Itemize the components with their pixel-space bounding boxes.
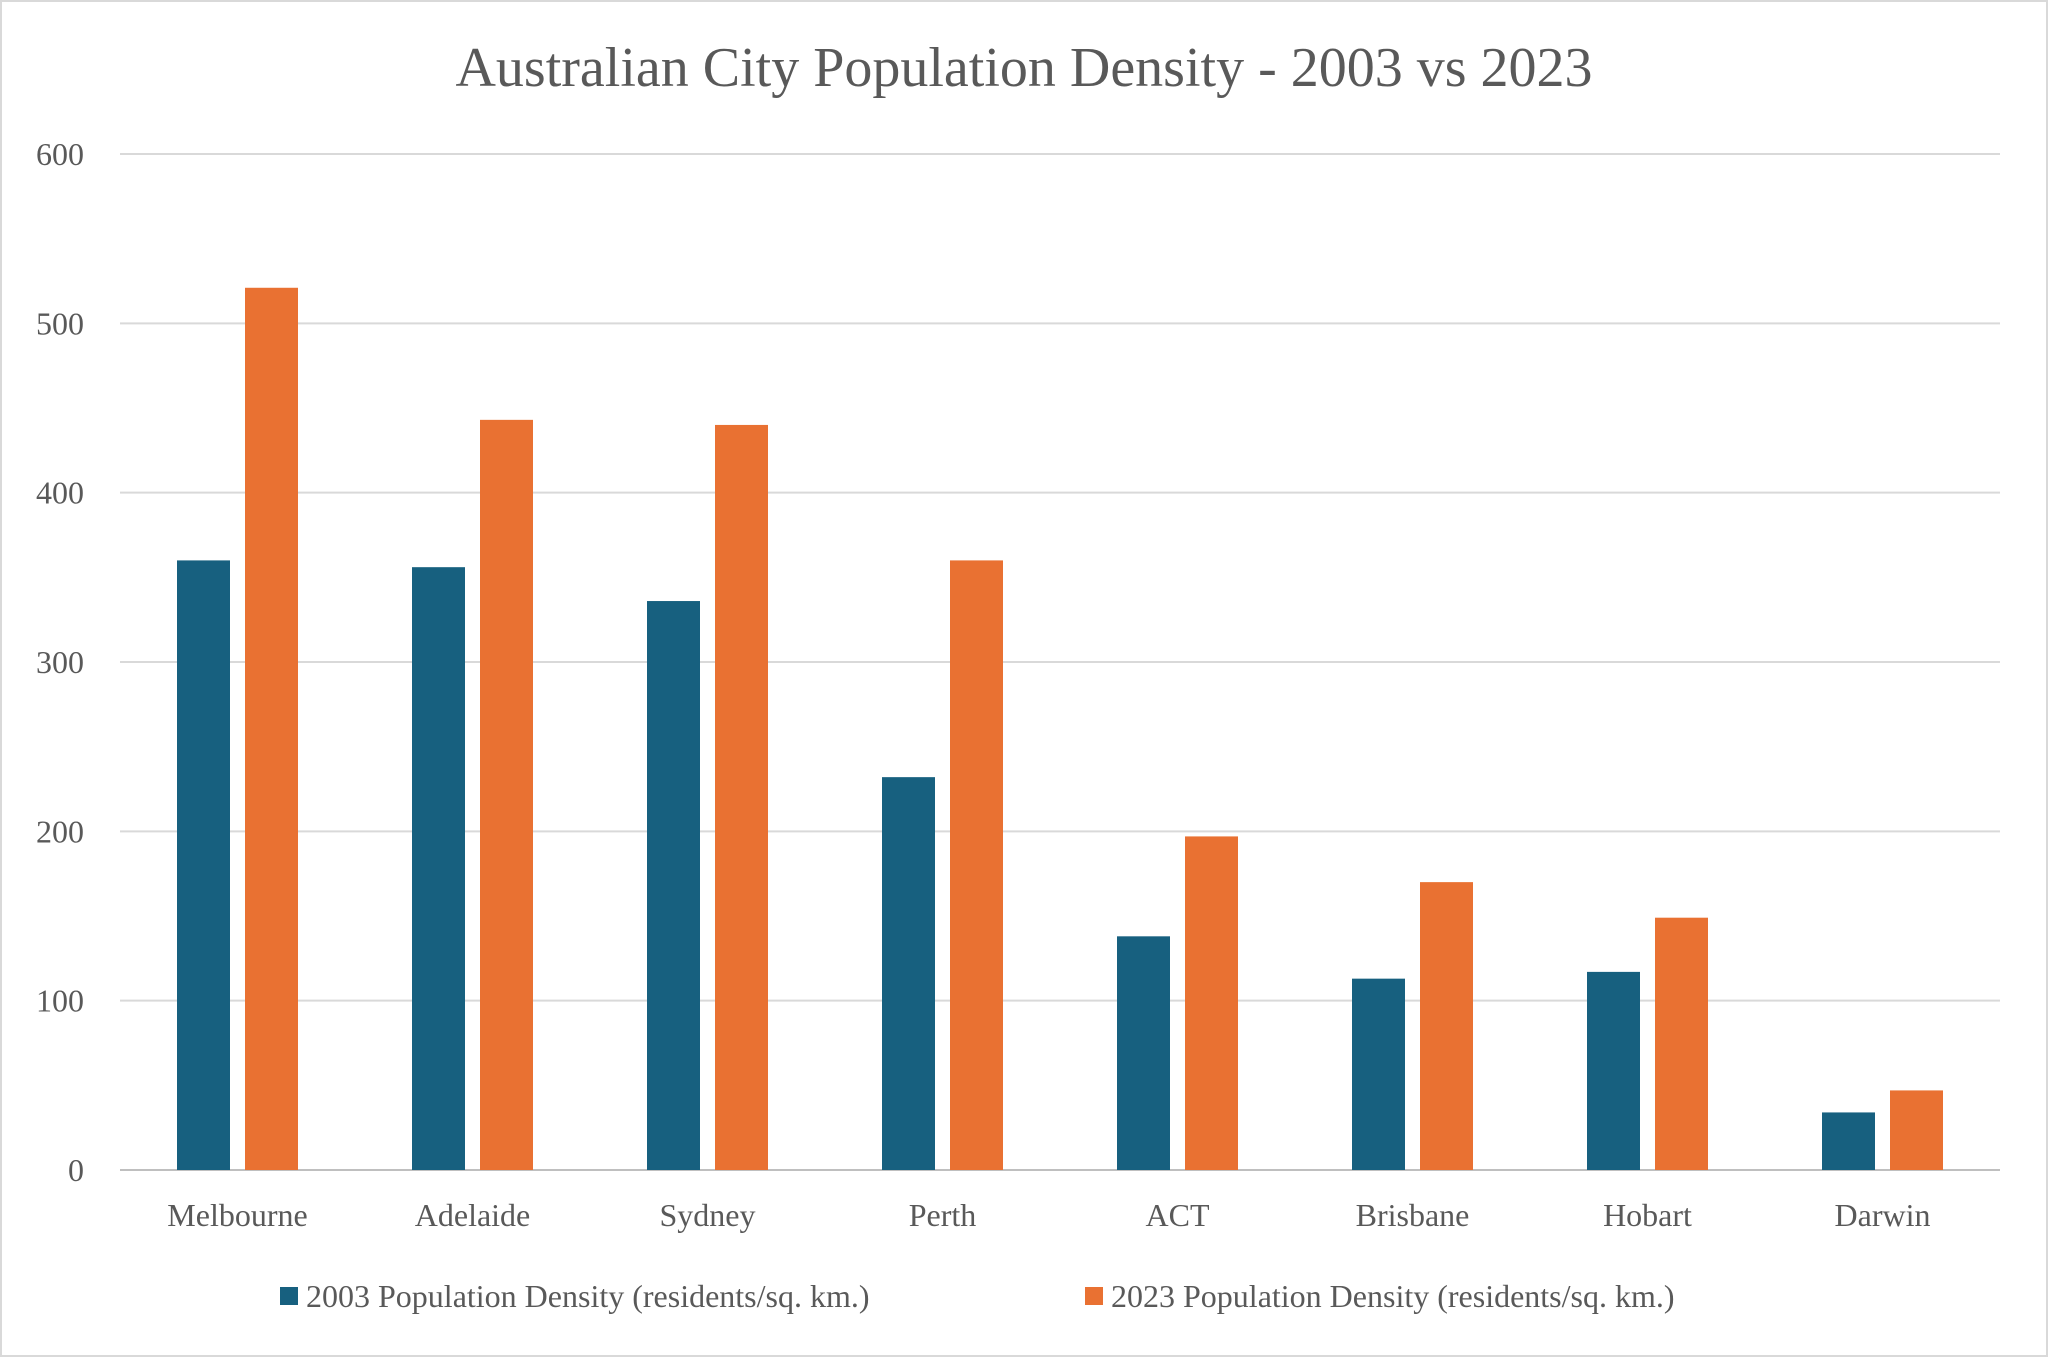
x-tick-label: Perth	[909, 1197, 977, 1233]
legend-swatch	[1085, 1287, 1103, 1305]
bar-2023-darwin	[1890, 1090, 1943, 1170]
bar-2003-melbourne	[177, 560, 230, 1170]
x-tick-label: Melbourne	[167, 1197, 307, 1233]
bar-2003-act	[1117, 936, 1170, 1170]
bar-2003-hobart	[1587, 971, 1640, 1170]
x-tick-label: ACT	[1146, 1197, 1210, 1233]
y-tick-label: 100	[36, 983, 84, 1019]
bar-2023-adelaide	[480, 419, 533, 1170]
bar-2023-brisbane	[1420, 882, 1473, 1170]
bar-2023-hobart	[1655, 917, 1708, 1170]
x-tick-label: Brisbane	[1356, 1197, 1470, 1233]
bar-2003-sydney	[647, 601, 700, 1170]
x-tick-label: Sydney	[660, 1197, 756, 1233]
legend-label: 2023 Population Density (residents/sq. k…	[1111, 1278, 1675, 1314]
bars	[177, 287, 1943, 1171]
bar-2023-melbourne	[245, 287, 298, 1171]
bar-2023-sydney	[715, 424, 768, 1170]
bar-2023-act	[1185, 836, 1238, 1170]
x-tick-label: Hobart	[1603, 1197, 1692, 1233]
legend-label: 2003 Population Density (residents/sq. k…	[306, 1278, 870, 1314]
legend: 2003 Population Density (residents/sq. k…	[280, 1278, 1675, 1314]
y-tick-label: 200	[36, 813, 84, 849]
y-tick-label: 400	[36, 475, 84, 511]
chart-title: Australian City Population Density - 200…	[455, 37, 1592, 99]
y-tick-label: 300	[36, 644, 84, 680]
x-tick-label: Adelaide	[415, 1197, 531, 1233]
legend-swatch	[280, 1287, 298, 1305]
y-tick-label: 0	[68, 1152, 84, 1188]
bar-2003-perth	[882, 777, 935, 1170]
bar-2023-perth	[950, 560, 1003, 1170]
bar-2003-darwin	[1822, 1112, 1875, 1170]
y-tick-label: 600	[36, 136, 84, 172]
bar-2003-adelaide	[412, 567, 465, 1170]
bar-2003-brisbane	[1352, 978, 1405, 1170]
x-axis-labels: Melbourne Adelaide Sydney Perth ACT Brisbane H…	[167, 1197, 1930, 1233]
y-tick-label: 500	[36, 305, 84, 341]
x-tick-label: Darwin	[1835, 1197, 1931, 1233]
